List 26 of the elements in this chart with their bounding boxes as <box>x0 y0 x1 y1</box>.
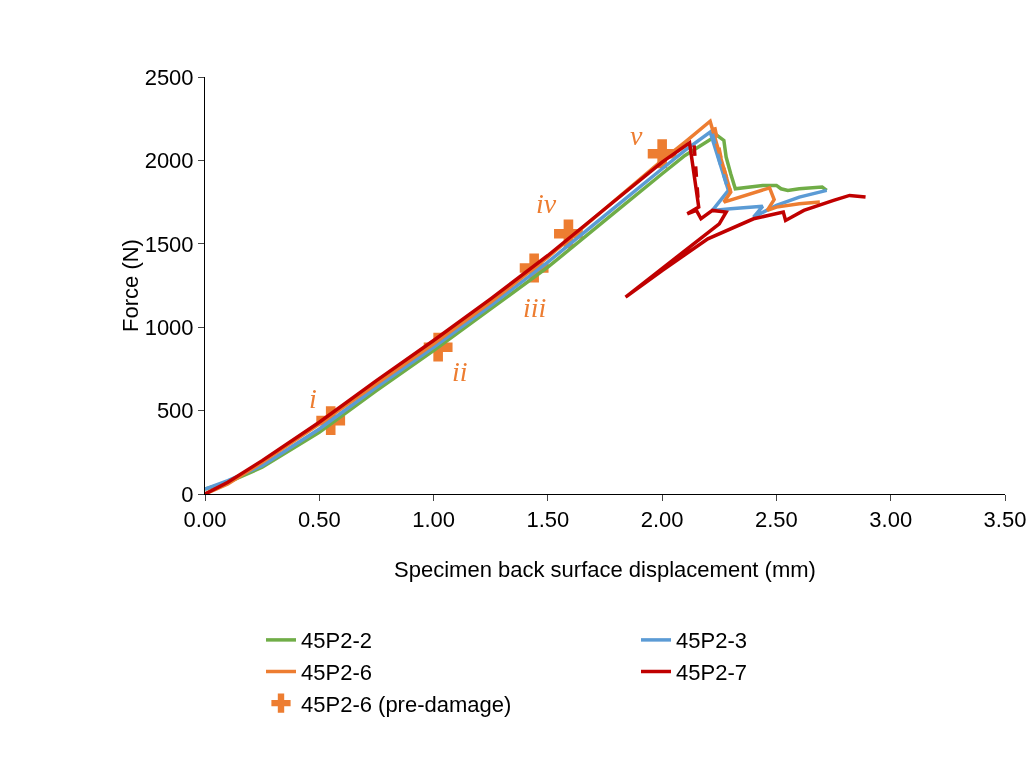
x-tick-label: 3.50 <box>983 507 1027 533</box>
x-tick-label: 2.00 <box>640 507 684 533</box>
legend-label: 45P2-6 <box>301 660 372 686</box>
x-tick-label: 2.50 <box>755 507 798 533</box>
annotation: iv <box>536 188 557 219</box>
x-axis-title: Specimen back surface displacement (mm) <box>394 557 816 583</box>
legend-label: 45P2-3 <box>676 628 747 654</box>
y-tick-label: 500 <box>156 398 194 424</box>
y-tick-label: 0 <box>181 481 194 507</box>
y-tick-label: 2500 <box>144 64 194 90</box>
annotation: iii <box>523 292 547 323</box>
x-tick-label: 0.50 <box>297 507 341 533</box>
x-tick-label: 1.50 <box>526 507 570 533</box>
legend-label: 45P2-2 <box>301 628 372 654</box>
legend-label: 45P2-6 (pre-damage) <box>301 691 512 717</box>
annotation: v <box>630 120 643 151</box>
annotation: ii <box>452 356 468 387</box>
y-tick-label: 1000 <box>144 314 194 340</box>
y-tick-label: 1500 <box>144 231 194 257</box>
y-tick-label: 2000 <box>144 148 194 174</box>
y-axis-title: Force (N) <box>117 239 143 332</box>
legend-label: 45P2-7 <box>676 660 747 686</box>
annotation: i <box>309 383 317 414</box>
x-tick-label: 3.00 <box>869 507 913 533</box>
x-tick-label: 1.00 <box>412 507 455 533</box>
x-tick-label: 0.00 <box>183 507 227 533</box>
